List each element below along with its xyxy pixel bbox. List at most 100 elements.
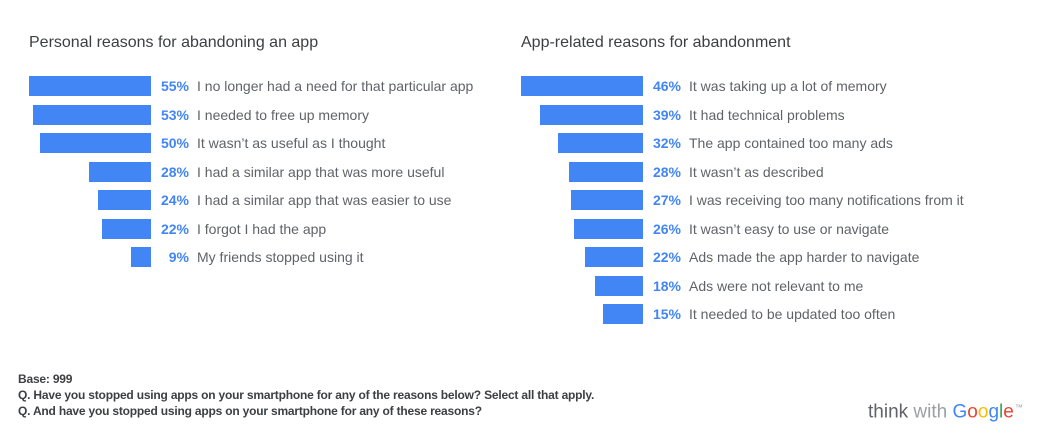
- logo-think: think: [868, 401, 909, 423]
- bar: [558, 133, 643, 153]
- footnote-q1: Q. Have you stopped using apps on your s…: [18, 388, 595, 402]
- bar: [568, 161, 643, 182]
- bar-track: [521, 133, 643, 153]
- bar-row: 46% It was taking up a lot of memory: [521, 76, 964, 96]
- bar-category-label: I no longer had a need for that particul…: [197, 78, 474, 94]
- bar-value-label: 39%: [652, 106, 681, 123]
- bar-category-label: It needed to be updated too often: [689, 306, 896, 322]
- bar-value-label: 15%: [652, 306, 681, 322]
- bar-row: 32% The app contained too many ads: [521, 133, 964, 153]
- bar-value-label: 55%: [160, 78, 189, 94]
- logo-google-letter: g: [988, 401, 1000, 423]
- bar-category-label: I had a similar app that was easier to u…: [197, 192, 452, 208]
- bar-category-label: Ads made the app harder to navigate: [689, 249, 920, 265]
- bar-row: 15% It needed to be updated too often: [521, 304, 964, 324]
- bar-row: 28% I had a similar app that was more use…: [29, 161, 473, 182]
- chart-app-related-reasons: App-related reasons for abandonment 46% I…: [521, 32, 964, 324]
- bar-track: [521, 275, 643, 296]
- bar-rows: 46% It was taking up a lot of memory 39% It…: [521, 76, 964, 333]
- chart-personal-reasons: Personal reasons for abandoning an app 5…: [29, 32, 473, 267]
- bar-track: [521, 218, 643, 239]
- bar-track: [29, 76, 151, 96]
- bar-value-label: 27%: [652, 192, 681, 208]
- bar-value-label: 24%: [160, 192, 189, 208]
- logo-google-letter: o: [977, 401, 989, 423]
- logo-google-letter: l: [999, 401, 1004, 423]
- bar: [102, 218, 151, 239]
- bar-value-label: 28%: [652, 163, 681, 180]
- bar-track: [29, 190, 151, 210]
- logo-google-letter: e: [1003, 401, 1014, 423]
- bar: [574, 218, 643, 239]
- bar-row: 55% I no longer had a need for that parti…: [29, 76, 473, 96]
- trademark-mark: ™: [1014, 403, 1023, 412]
- bar-category-label: It was taking up a lot of memory: [689, 78, 887, 94]
- bar: [33, 104, 151, 125]
- bar-category-label: I had a similar app that was more useful: [197, 163, 445, 180]
- bar-category-label: I needed to free up memory: [197, 106, 369, 123]
- bar-row: 22% Ads made the app harder to navigate: [521, 247, 964, 267]
- bar-row: 26% It wasn’t easy to use or navigate: [521, 218, 964, 239]
- bar: [603, 304, 643, 324]
- bar-track: [521, 304, 643, 324]
- bar-track: [29, 104, 151, 125]
- bar-category-label: It wasn’t as described: [689, 163, 824, 180]
- bar-category-label: I was receiving too many notifications f…: [689, 192, 964, 208]
- bar-category-label: It wasn’t as useful as I thought: [197, 135, 386, 151]
- bar-track: [521, 76, 643, 96]
- think-with-google-logo: think with Google™: [868, 398, 1023, 422]
- bar-row: 9% My friends stopped using it: [29, 247, 473, 267]
- bar-track: [29, 133, 151, 153]
- bar-row: 28% It wasn’t as described: [521, 161, 964, 182]
- bar-category-label: It had technical problems: [689, 106, 845, 123]
- bar-value-label: 32%: [652, 135, 681, 151]
- logo-google: Google: [953, 401, 1014, 422]
- bar: [131, 247, 151, 267]
- bar: [40, 133, 151, 153]
- bar-row: 39% It had technical problems: [521, 104, 964, 125]
- bar: [97, 190, 151, 210]
- footnote-q2: Q. And have you stopped using apps on yo…: [18, 404, 482, 418]
- bar: [584, 247, 643, 267]
- bar-value-label: 22%: [160, 220, 189, 237]
- bar-value-label: 46%: [652, 78, 681, 94]
- bar: [595, 275, 643, 296]
- bar-row: 22% I forgot I had the app: [29, 218, 473, 239]
- bar-value-label: 50%: [160, 135, 189, 151]
- chart-title: Personal reasons for abandoning an app: [29, 34, 319, 51]
- bar-track: [521, 161, 643, 182]
- bar: [571, 190, 643, 210]
- chart-title: App-related reasons for abandonment: [521, 34, 791, 51]
- bar-value-label: 22%: [652, 249, 681, 265]
- bar-category-label: It wasn’t easy to use or navigate: [689, 220, 889, 237]
- bar-category-label: I forgot I had the app: [197, 220, 327, 237]
- bar-track: [521, 104, 643, 125]
- bar-value-label: 9%: [168, 249, 189, 265]
- bar-track: [29, 247, 151, 267]
- footnote: Base: 999 Q. Have you stopped using apps…: [18, 371, 594, 419]
- bar-row: 53% I needed to free up memory: [29, 104, 473, 125]
- bar-row: 18% Ads were not relevant to me: [521, 275, 964, 296]
- bar-value-label: 53%: [160, 106, 189, 123]
- footnote-base: Base: 999: [18, 372, 73, 386]
- bar: [88, 161, 151, 182]
- bar-track: [29, 218, 151, 239]
- bar: [539, 104, 643, 125]
- logo-with: with: [913, 401, 948, 423]
- bar-row: 27% I was receiving too many notification…: [521, 190, 964, 210]
- bar-track: [521, 247, 643, 267]
- bar-rows: 55% I no longer had a need for that parti…: [29, 76, 473, 276]
- bar-category-label: Ads were not relevant to me: [689, 277, 864, 294]
- bar-value-label: 28%: [160, 163, 189, 180]
- bar-track: [521, 190, 643, 210]
- bar-track: [29, 161, 151, 182]
- bar-row: 50% It wasn’t as useful as I thought: [29, 133, 473, 153]
- bar-category-label: The app contained too many ads: [689, 135, 893, 151]
- logo-google-letter: o: [967, 401, 978, 423]
- logo-google-letter: G: [952, 401, 968, 423]
- bar-row: 24% I had a similar app that was easier t…: [29, 190, 473, 210]
- bar-category-label: My friends stopped using it: [197, 249, 364, 265]
- bar-value-label: 18%: [652, 277, 681, 294]
- bar-value-label: 26%: [652, 220, 681, 237]
